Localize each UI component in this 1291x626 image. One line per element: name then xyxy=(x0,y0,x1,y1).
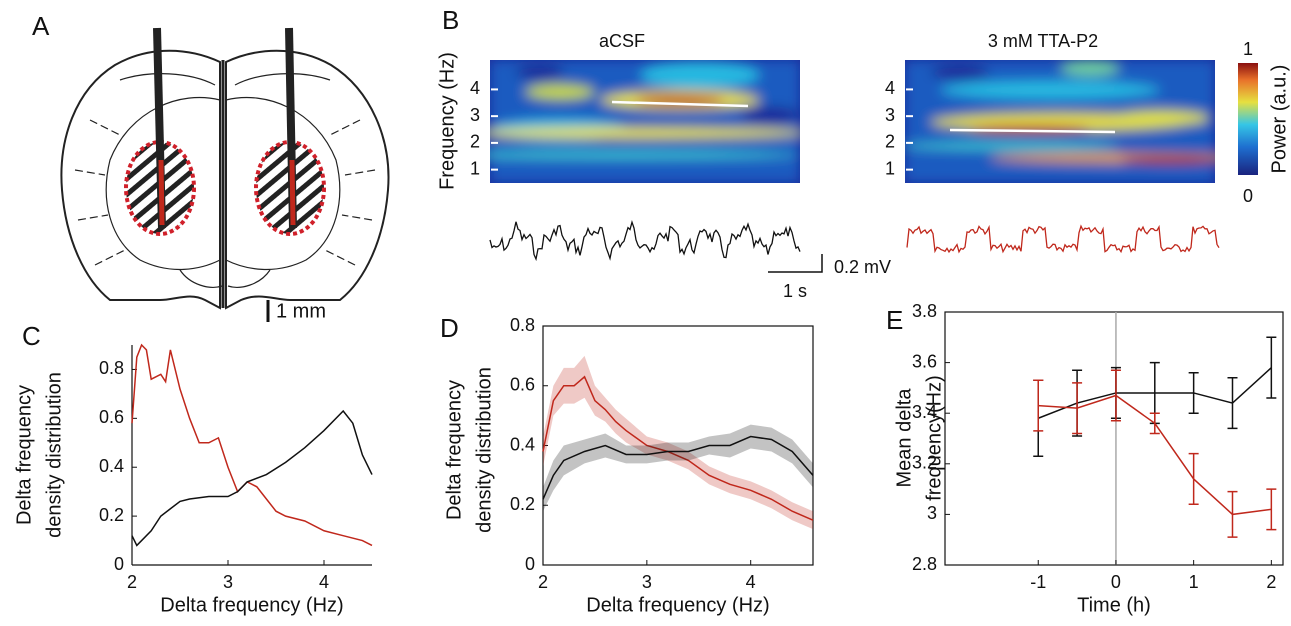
error-bar xyxy=(1227,490,1238,538)
plot-frame xyxy=(944,311,1284,566)
panel-label: D xyxy=(440,313,459,343)
x-tick-label: 2 xyxy=(1266,572,1276,592)
y-tick-label: 4 xyxy=(470,78,480,98)
y-tick-label: 0 xyxy=(114,554,124,574)
error-bar xyxy=(1072,382,1083,435)
y-tick-label: 0.8 xyxy=(510,315,535,335)
scale-label: 1 s xyxy=(783,281,807,301)
colorbar-tick-label: 0 xyxy=(1243,186,1253,206)
y-axis-label: Delta frequency xyxy=(13,385,35,525)
x-tick-label: 1 xyxy=(1189,572,1199,592)
y-tick-label: 3 xyxy=(470,105,480,125)
y-tick-label: 0.2 xyxy=(510,494,535,514)
y-tick-label: 2 xyxy=(470,132,480,152)
data-line xyxy=(542,375,814,521)
spectrogram xyxy=(490,60,800,183)
y-axis-label: density distribution xyxy=(43,372,65,538)
panel-label: E xyxy=(886,305,903,335)
error-bar xyxy=(1110,369,1121,422)
error-band xyxy=(543,424,813,512)
panel-label: A xyxy=(32,11,50,41)
scale-bar xyxy=(768,254,823,273)
y-tick-label: 3.8 xyxy=(912,301,937,321)
colorbar xyxy=(1238,63,1258,175)
y-tick-label: 1 xyxy=(470,158,480,178)
scale-label: 0.2 mV xyxy=(834,257,891,277)
colorbar-tick-label: 1 xyxy=(1243,39,1253,59)
eeg-trace xyxy=(489,219,801,262)
spectrogram-title: 3 mM TTA-P2 xyxy=(988,31,1098,51)
x-tick-label: -1 xyxy=(1030,572,1046,592)
x-tick-label: 3 xyxy=(642,572,652,592)
data-line xyxy=(131,409,373,547)
y-axis-label: Frequency (Hz) xyxy=(436,52,458,190)
y-axis-label: density distribution xyxy=(473,367,495,533)
brain-section xyxy=(60,49,390,310)
x-axis-label: Time (h) xyxy=(1077,594,1151,616)
panel-label: C xyxy=(22,321,41,351)
y-tick-label: 3.6 xyxy=(912,351,937,371)
y-tick-label: 3.2 xyxy=(912,453,937,473)
y-tick-label: 0.2 xyxy=(99,505,124,525)
spectrogram xyxy=(905,60,1215,183)
x-tick-label: 4 xyxy=(319,572,329,592)
error-band xyxy=(543,355,813,530)
spectrogram-title: aCSF xyxy=(599,31,645,51)
eeg-trace xyxy=(906,224,1220,254)
scale-label: 1 mm xyxy=(276,300,326,322)
y-tick-label: 1 xyxy=(885,158,895,178)
y-tick-label: 3 xyxy=(885,105,895,125)
x-tick-label: 4 xyxy=(746,572,756,592)
y-tick-label: 0.6 xyxy=(99,407,124,427)
y-tick-label: 0.4 xyxy=(99,456,124,476)
y-tick-label: 3 xyxy=(927,503,937,523)
y-axis-label: Delta frequency xyxy=(443,380,465,520)
x-tick-label: 3 xyxy=(223,572,233,592)
y-tick-label: 2.8 xyxy=(912,554,937,574)
y-tick-label: 0 xyxy=(525,554,535,574)
electrode-tip xyxy=(289,159,296,226)
electrode-tip xyxy=(158,159,165,226)
y-tick-label: 0.4 xyxy=(510,434,535,454)
error-bar xyxy=(1266,488,1277,531)
data-line xyxy=(131,343,373,547)
colorbar-label: Power (a.u.) xyxy=(1268,65,1290,174)
error-bar xyxy=(1188,371,1199,414)
error-bar xyxy=(1227,377,1238,430)
y-tick-label: 0.8 xyxy=(99,358,124,378)
y-tick-label: 3.4 xyxy=(912,402,937,422)
y-tick-label: 4 xyxy=(885,78,895,98)
x-axis-label: Delta frequency (Hz) xyxy=(160,594,343,616)
x-axis-label: Delta frequency (Hz) xyxy=(586,594,769,616)
y-tick-label: 2 xyxy=(885,132,895,152)
x-tick-label: 0 xyxy=(1111,572,1121,592)
data-line xyxy=(542,435,814,500)
panel-label: B xyxy=(442,5,459,35)
x-tick-label: 2 xyxy=(538,572,548,592)
error-bar xyxy=(1033,379,1044,432)
error-bar xyxy=(1188,452,1199,506)
y-axis-label: Mean delta xyxy=(893,388,915,488)
y-axis-label: frequency(Hz) xyxy=(923,375,945,501)
y-tick-label: 0.6 xyxy=(510,375,535,395)
error-bar xyxy=(1149,412,1160,435)
error-bar xyxy=(1266,336,1277,399)
x-tick-label: 2 xyxy=(127,572,137,592)
